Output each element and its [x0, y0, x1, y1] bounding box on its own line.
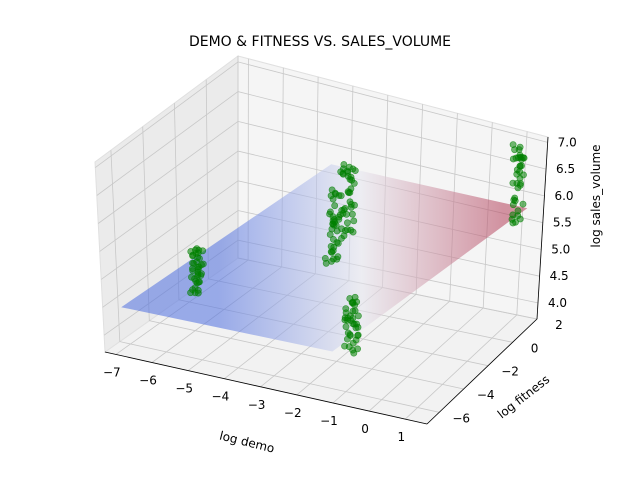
data-point: [348, 176, 356, 184]
data-point: [343, 219, 351, 227]
data-point: [354, 331, 362, 339]
data-point: [519, 200, 527, 208]
data-point: [334, 253, 342, 261]
data-point: [328, 248, 336, 256]
x-tick-label: −4: [212, 390, 230, 404]
x-tick-label: 0: [361, 422, 369, 436]
chart-axes: [104, 136, 549, 425]
y-gridline: [110, 150, 440, 413]
data-point: [518, 156, 525, 163]
data-point: [338, 225, 345, 233]
z-tick-label: 7.0: [558, 135, 577, 149]
data-point: [340, 232, 348, 240]
data-point: [354, 323, 362, 331]
data-point: [346, 331, 354, 338]
data-point: [351, 307, 359, 315]
data-point: [514, 212, 522, 220]
x-axis-label: log demo: [218, 429, 276, 456]
data-point: [351, 293, 359, 301]
data-point: [194, 263, 202, 271]
data-point: [343, 226, 351, 233]
z-axis-label: log sales_volume: [589, 144, 603, 247]
x-tick-label: −6: [139, 374, 157, 388]
data-point: [509, 219, 517, 227]
y-gridline: [142, 126, 464, 390]
y-axis-label: log fitness: [495, 372, 552, 421]
x-tick-label: 1: [397, 430, 405, 444]
data-point: [199, 247, 207, 255]
data-point: [321, 254, 329, 262]
y-tick-label: −2: [501, 365, 519, 379]
y-axis-line: [426, 318, 538, 425]
z-axis-line: [536, 136, 549, 320]
x-tick-label: −3: [248, 398, 266, 412]
z-gridline: [96, 91, 547, 196]
data-point: [345, 189, 353, 197]
data-point: [342, 323, 350, 331]
data-point: [348, 210, 356, 218]
data-point: [331, 202, 339, 210]
y-tick-label: −6: [452, 411, 470, 425]
x-tick-label: −5: [175, 382, 193, 396]
data-point: [511, 146, 518, 154]
data-point: [335, 215, 343, 223]
data-point: [514, 184, 522, 192]
chart-title: DEMO & FITNESS VS. SALES_VOLUME: [189, 34, 451, 50]
data-point: [333, 239, 341, 246]
data-point: [520, 171, 527, 179]
data-points: [187, 141, 528, 357]
data-point: [193, 279, 201, 287]
data-point: [341, 342, 348, 350]
data-point: [327, 192, 335, 200]
data-point: [194, 254, 201, 261]
data-point: [342, 305, 350, 312]
data-point: [345, 163, 353, 171]
x-tick-label: −1: [320, 414, 338, 428]
z-gridline: [95, 61, 548, 168]
z-tick-label: 6.0: [554, 189, 573, 203]
data-point: [344, 314, 352, 322]
y-tick-label: −4: [477, 388, 495, 402]
data-point: [349, 228, 357, 236]
x-axis-line: [104, 351, 428, 425]
data-point: [351, 167, 359, 174]
x-tick-label: −7: [103, 365, 121, 379]
data-point: [354, 312, 362, 320]
data-point: [328, 186, 336, 194]
data-point: [516, 162, 524, 170]
data-point: [347, 203, 355, 211]
data-point: [194, 271, 202, 278]
data-point: [350, 349, 358, 357]
z-tick-label: 5.0: [551, 242, 570, 256]
z-tick-label: 6.5: [556, 162, 575, 176]
data-point: [509, 179, 517, 187]
z-gridline: [97, 120, 545, 224]
z-tick-label: 5.5: [553, 216, 572, 230]
data-point: [350, 217, 358, 225]
data-point: [335, 192, 343, 199]
data-point: [351, 301, 358, 309]
data-point: [513, 170, 521, 178]
data-point: [510, 196, 518, 204]
y-tick-label: 2: [555, 318, 563, 332]
y-tick-label: 0: [531, 341, 539, 355]
data-point: [326, 208, 334, 216]
tick-labels: −7 −6 −5 −4 −3 −2 −1 0 1 −6 −4 −2 0 2 4.0 4.5 5.0 5.5 6.0 6…: [103, 135, 577, 444]
data-point: [341, 204, 349, 212]
data-point: [191, 289, 199, 297]
z-tick-label: 4.5: [550, 269, 569, 283]
z-tick-label: 4.0: [548, 296, 567, 310]
x-tick-label: −2: [284, 406, 302, 420]
